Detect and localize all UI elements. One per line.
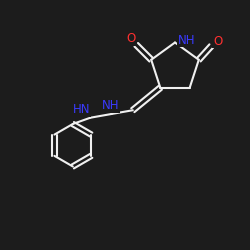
Text: HN: HN [73, 103, 90, 116]
Text: O: O [213, 34, 222, 48]
Text: NH: NH [178, 34, 195, 46]
Text: NH: NH [102, 100, 119, 112]
Text: O: O [126, 32, 136, 45]
